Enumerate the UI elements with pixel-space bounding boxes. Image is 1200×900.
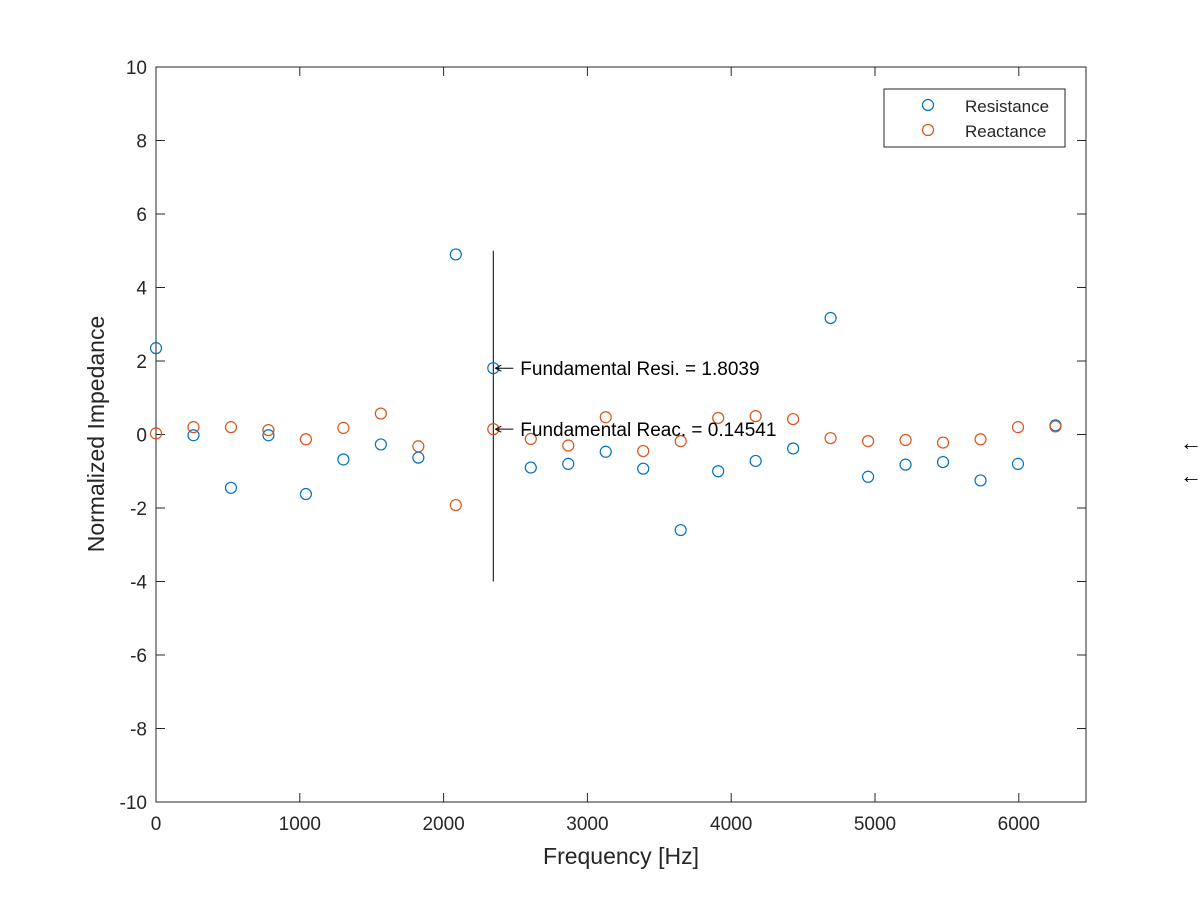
reactance-point bbox=[374, 407, 387, 420]
annotation-text: Fundamental Resi. = 1.8039 bbox=[520, 359, 759, 380]
offscreen-annotation-arrow-1: ← bbox=[1180, 430, 1200, 455]
y-axis: -10 -8 -6 -4 -2 0 2 4 6 8 10 bbox=[120, 58, 1086, 814]
reactance-point bbox=[824, 432, 837, 445]
y-tick-label: 10 bbox=[126, 58, 147, 79]
reactance-point bbox=[861, 435, 875, 448]
resistance-point bbox=[337, 453, 350, 466]
resistance-point bbox=[974, 474, 987, 487]
resistance-point bbox=[637, 462, 650, 475]
resistance-point bbox=[899, 458, 912, 471]
reactance-point bbox=[712, 411, 725, 425]
y-tick-label: 8 bbox=[136, 132, 147, 153]
annotation-arrowhead bbox=[495, 364, 502, 372]
legend-marker-reactance bbox=[921, 123, 935, 137]
reactance-point bbox=[149, 427, 163, 440]
y-tick-label: -6 bbox=[130, 646, 147, 667]
resistance-point bbox=[824, 311, 837, 325]
y-tick-label: 0 bbox=[136, 426, 147, 447]
resistance-point bbox=[861, 470, 875, 483]
annotation-2: Fundamental Reac. = 0.14541 bbox=[495, 420, 776, 441]
data-series bbox=[149, 248, 1062, 537]
x-axis-label: Frequency [Hz] bbox=[543, 843, 699, 869]
resistance-point bbox=[749, 454, 762, 468]
y-axis-label: Normalized Impedance bbox=[83, 316, 109, 553]
reactance-point bbox=[262, 423, 275, 437]
legend[interactable]: Resistance Reactance bbox=[883, 88, 1066, 148]
y-tick-label: 6 bbox=[136, 205, 147, 226]
resistance-point bbox=[299, 487, 313, 501]
x-tick-label: 4000 bbox=[710, 814, 752, 835]
reactance-point bbox=[224, 421, 238, 434]
y-tick-label: -8 bbox=[130, 720, 147, 741]
reactance-point bbox=[337, 421, 350, 434]
resistance-point bbox=[224, 481, 238, 494]
reactance-point bbox=[674, 435, 687, 448]
resistance-point bbox=[1011, 457, 1025, 470]
offscreen-annotation-arrow-2: ← bbox=[1180, 463, 1200, 488]
reactance-point bbox=[1011, 421, 1025, 434]
resistance-point bbox=[674, 523, 687, 537]
series-resistance bbox=[149, 248, 1062, 537]
reactance-point bbox=[524, 432, 537, 446]
resistance-point bbox=[712, 465, 725, 478]
y-tick-label: -2 bbox=[130, 499, 147, 520]
x-axis: 0 1000 2000 3000 4000 5000 6000 bbox=[151, 67, 1040, 835]
resistance-point bbox=[187, 429, 200, 442]
resistance-point bbox=[599, 445, 612, 458]
series-reactance bbox=[149, 407, 1062, 512]
resistance-point bbox=[524, 461, 537, 474]
x-tick-label: 0 bbox=[151, 814, 162, 835]
reactance-point bbox=[749, 410, 762, 423]
resistance-point bbox=[374, 438, 387, 451]
reactance-point bbox=[187, 421, 200, 434]
resistance-point bbox=[936, 455, 950, 469]
resistance-point bbox=[449, 248, 462, 261]
annotation-1: Fundamental Resi. = 1.8039 bbox=[495, 359, 760, 380]
reactance-point bbox=[637, 444, 650, 458]
annotation-text: Fundamental Reac. = 0.14541 bbox=[520, 420, 776, 441]
resistance-point bbox=[787, 442, 800, 455]
x-tick-label: 5000 bbox=[854, 814, 896, 835]
reactance-point bbox=[899, 433, 912, 447]
plot-area bbox=[155, 66, 1087, 803]
reactance-point bbox=[562, 439, 575, 452]
legend-marker-resistance bbox=[921, 98, 935, 112]
annotation-arrowhead bbox=[495, 425, 502, 433]
reactance-point bbox=[412, 440, 425, 453]
legend-label-reactance: Reactance bbox=[965, 122, 1046, 141]
reactance-point bbox=[599, 411, 612, 424]
reactance-point bbox=[787, 412, 800, 426]
x-tick-label: 1000 bbox=[279, 814, 321, 835]
reactance-point bbox=[974, 433, 987, 446]
x-tick-label: 3000 bbox=[566, 814, 608, 835]
legend-label-resistance: Resistance bbox=[965, 97, 1049, 116]
y-tick-label: -4 bbox=[130, 573, 147, 594]
y-tick-label: 4 bbox=[136, 279, 147, 300]
y-tick-label: -10 bbox=[120, 793, 147, 814]
x-tick-label: 6000 bbox=[998, 814, 1040, 835]
annotations: Fundamental Resi. = 1.8039 Fundamental Re… bbox=[495, 359, 776, 441]
reactance-point bbox=[1049, 420, 1062, 433]
x-tick-label: 2000 bbox=[422, 814, 464, 835]
legend-box bbox=[883, 88, 1066, 148]
reactance-point bbox=[936, 436, 950, 449]
y-tick-label: 2 bbox=[136, 352, 147, 373]
reactance-point bbox=[299, 433, 313, 446]
resistance-point bbox=[262, 429, 275, 442]
reactance-point bbox=[449, 498, 462, 512]
resistance-point bbox=[562, 457, 575, 470]
resistance-point bbox=[149, 342, 163, 355]
